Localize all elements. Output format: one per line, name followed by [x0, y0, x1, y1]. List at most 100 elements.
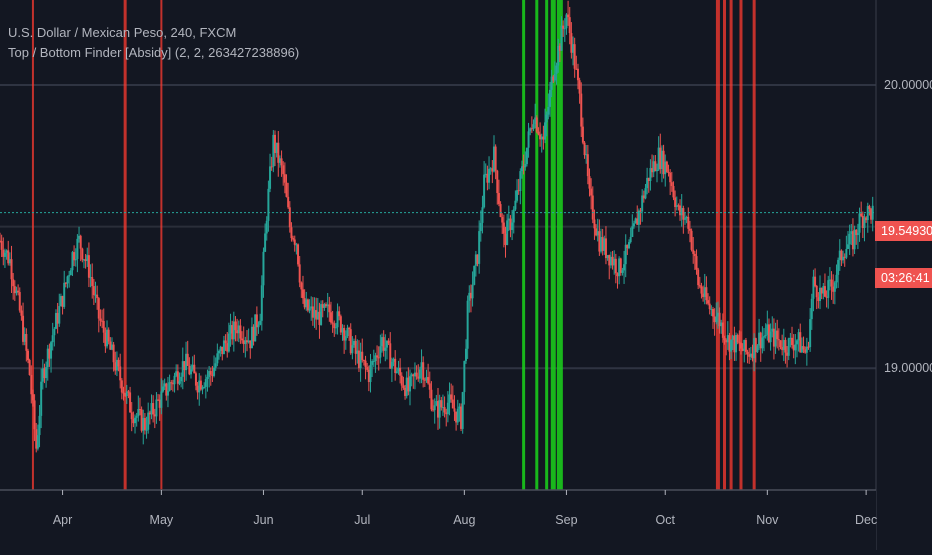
- candle-body: [188, 365, 191, 375]
- candle-body: [316, 311, 319, 320]
- candle-body: [56, 312, 59, 324]
- x-tick-label: May: [150, 513, 174, 527]
- candle-body: [861, 215, 864, 228]
- candle-body: [835, 274, 838, 283]
- candle-body: [807, 346, 810, 348]
- candle-body: [580, 93, 583, 127]
- candle-body: [486, 173, 489, 183]
- candle-body: [269, 166, 272, 189]
- candle-body: [283, 174, 286, 183]
- candle-body: [865, 217, 868, 221]
- candle-body: [660, 150, 663, 170]
- candle-body: [78, 235, 81, 239]
- candle-body: [631, 226, 634, 238]
- candle-body: [64, 282, 67, 284]
- candle-body: [101, 320, 104, 322]
- candle-body: [409, 376, 412, 392]
- candle-body: [619, 258, 622, 273]
- candle-body: [478, 231, 481, 264]
- candle-body: [652, 161, 655, 173]
- candle-body: [270, 166, 273, 168]
- candle-body: [303, 298, 306, 308]
- candle-body: [234, 321, 237, 331]
- candle-body: [341, 328, 344, 333]
- candle-body: [114, 362, 117, 371]
- candle-body: [2, 249, 5, 257]
- candle-body: [328, 304, 331, 313]
- candle-body: [262, 251, 265, 286]
- candle-body: [354, 340, 357, 354]
- candle-body: [708, 303, 711, 310]
- candle-body: [35, 429, 38, 449]
- candle-body: [336, 311, 339, 328]
- candle-body: [590, 188, 593, 196]
- candle-body: [674, 197, 677, 207]
- candle-body: [99, 318, 102, 321]
- candle-body: [656, 169, 658, 172]
- candle-body: [46, 348, 49, 368]
- candle-body: [662, 150, 665, 175]
- candle-body: [109, 341, 112, 350]
- candle-body: [175, 371, 178, 376]
- candle-body: [667, 171, 670, 173]
- candle-body: [25, 334, 28, 351]
- candle-body: [585, 154, 588, 156]
- candle-body: [552, 76, 555, 81]
- candle-body: [825, 296, 828, 298]
- candle-body: [730, 339, 733, 352]
- candle-body: [376, 355, 379, 358]
- candle-body: [40, 381, 43, 416]
- top-signal-bar: [715, 0, 720, 490]
- candle-body: [488, 168, 491, 183]
- candle-body: [68, 275, 71, 277]
- candle-body: [761, 337, 764, 349]
- candle-body: [254, 314, 257, 342]
- candle-body: [219, 346, 222, 352]
- candle-body: [137, 409, 140, 417]
- candle-body: [466, 300, 469, 349]
- candle-body: [301, 289, 304, 299]
- candle-body: [845, 249, 848, 258]
- candle-body: [450, 394, 453, 400]
- candle-body: [237, 325, 240, 334]
- candle-body: [558, 45, 561, 51]
- candle-body: [290, 227, 293, 239]
- candle-body: [784, 339, 787, 353]
- candle-body: [422, 362, 425, 380]
- candle-body: [608, 255, 611, 266]
- candle-body: [525, 147, 528, 165]
- candle-body: [381, 337, 384, 347]
- candle-body: [448, 394, 451, 403]
- candle-body: [249, 340, 252, 349]
- candle-body: [171, 383, 174, 385]
- candle-body: [743, 340, 746, 351]
- candle-body: [604, 238, 607, 259]
- candle-body: [733, 335, 736, 353]
- candle-body: [822, 286, 825, 294]
- candle-body: [716, 312, 719, 317]
- candle-body: [767, 324, 770, 343]
- candle-body: [145, 429, 148, 431]
- candle-body: [257, 324, 260, 328]
- candle-body: [511, 222, 514, 230]
- candle-body: [570, 33, 573, 53]
- candle-body: [789, 337, 792, 339]
- x-tick-label: Nov: [756, 513, 779, 527]
- candle-body: [851, 231, 854, 250]
- candle-body: [809, 319, 812, 348]
- candle-body: [593, 219, 596, 229]
- candle-body: [583, 142, 586, 156]
- candle-body: [725, 340, 728, 343]
- candle-body: [858, 213, 861, 233]
- candle-body: [629, 237, 632, 243]
- candle-body: [349, 329, 352, 354]
- candle-body: [221, 346, 224, 354]
- candle-body: [843, 256, 846, 258]
- candle-body: [504, 233, 507, 245]
- candle-body: [117, 359, 120, 367]
- candle-body: [61, 296, 64, 307]
- candle-body: [94, 294, 97, 296]
- candle-body: [229, 325, 232, 334]
